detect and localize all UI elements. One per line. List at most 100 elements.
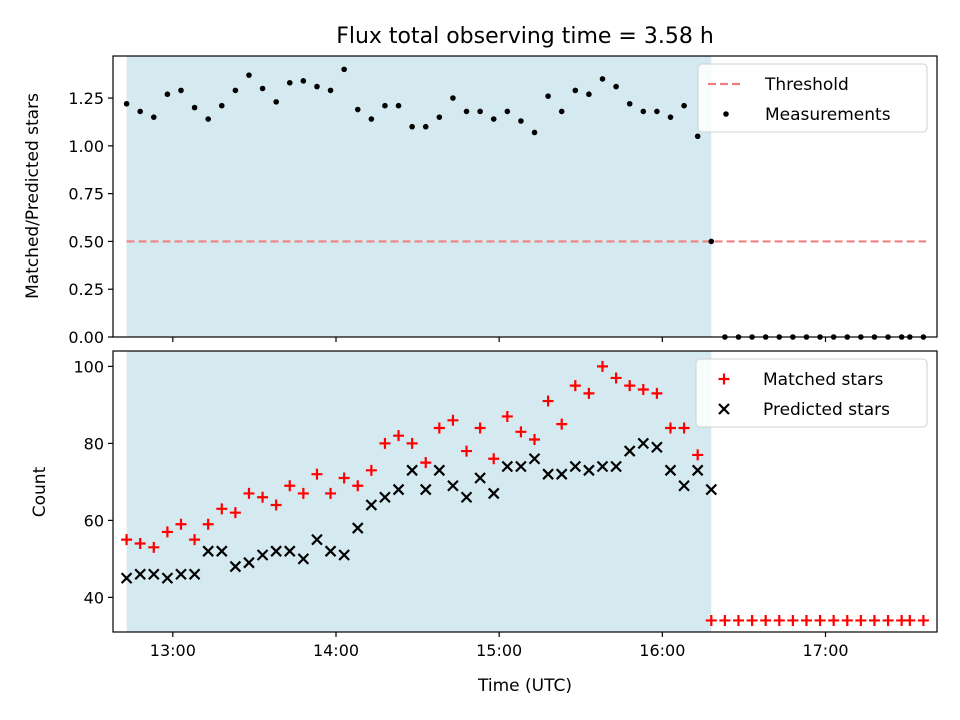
top-point-measurements <box>640 108 647 115</box>
bottom-point-matched-stars <box>800 614 812 626</box>
top-point-measurements <box>667 114 674 120</box>
bottom-point-predicted-stars <box>161 572 174 584</box>
bottom-x-tick-label: 16:00 <box>639 641 685 660</box>
bottom-point-matched-stars <box>529 434 541 446</box>
top-point-measurements <box>694 133 701 140</box>
bottom-point-matched-stars <box>760 614 772 626</box>
top-point-measurements <box>341 66 347 73</box>
top-point-measurements <box>232 87 239 94</box>
bottom-legend-swatch <box>718 373 730 385</box>
top-point-measurements <box>205 116 211 122</box>
bottom-point-predicted-stars <box>406 464 418 477</box>
bottom-point-matched-stars <box>243 487 255 499</box>
bottom-point-predicted-stars <box>134 568 146 581</box>
bottom-point-matched-stars <box>121 534 133 546</box>
bottom-point-matched-stars <box>904 614 916 626</box>
bottom-point-predicted-stars <box>297 553 310 565</box>
bottom-point-matched-stars <box>270 499 282 511</box>
bottom-point-matched-stars <box>556 418 568 430</box>
top-point-measurements <box>654 108 660 115</box>
top-legend-box <box>697 63 928 133</box>
bottom-point-predicted-stars <box>664 464 677 477</box>
bottom-point-matched-stars <box>311 468 323 480</box>
bottom-point-matched-stars <box>474 422 486 434</box>
bottom-point-matched-stars <box>134 537 146 549</box>
bottom-y-axis-label: Count <box>30 466 50 517</box>
bottom-point-predicted-stars <box>216 545 228 557</box>
bottom-point-matched-stars <box>257 491 269 503</box>
top-legend: Threshold Measurements <box>697 63 928 133</box>
top-point-measurements <box>613 83 619 90</box>
top-y-axis-label: Matched/Predicted stars <box>23 93 43 299</box>
bottom-point-matched-stars <box>447 414 459 426</box>
bottom-y-tick-label: 40 <box>84 588 104 607</box>
top-point-measurements <box>164 91 171 98</box>
bottom-point-matched-stars <box>610 372 622 384</box>
bottom-point-predicted-stars <box>351 522 364 534</box>
bottom-point-predicted-stars <box>202 545 214 557</box>
bottom-point-matched-stars <box>229 507 241 519</box>
top-point-measurements <box>531 129 538 136</box>
bottom-point-matched-stars <box>705 614 717 626</box>
bottom-point-predicted-stars <box>338 549 350 561</box>
bottom-point-predicted-stars <box>311 533 323 546</box>
bottom-point-predicted-stars <box>148 568 160 581</box>
top-point-measurements <box>708 238 715 245</box>
bottom-point-predicted-stars <box>175 568 187 581</box>
bottom-point-predicted-stars <box>637 437 650 450</box>
top-point-measurements <box>586 91 592 98</box>
top-point-measurements <box>558 108 565 115</box>
bottom-point-matched-stars <box>855 614 867 626</box>
bottom-point-matched-stars <box>515 426 527 438</box>
chart-title: Flux total observing time = 3.58 h <box>336 24 714 49</box>
bottom-point-matched-stars <box>732 614 744 626</box>
bottom-point-predicted-stars <box>596 460 609 473</box>
top-legend-label: Measurements <box>765 105 891 125</box>
bottom-point-predicted-stars <box>705 483 718 496</box>
bottom-legend-swatch <box>718 403 730 415</box>
top-point-measurements <box>450 95 456 101</box>
bottom-point-predicted-stars <box>474 472 486 484</box>
top-legend-swatch <box>723 111 729 117</box>
bottom-point-matched-stars <box>488 453 500 465</box>
bottom-point-matched-stars <box>882 614 894 626</box>
top-point-measurements <box>504 108 511 115</box>
bottom-point-predicted-stars <box>256 549 269 561</box>
bottom-point-predicted-stars <box>324 545 337 557</box>
bottom-legend: Matched stars Predicted stars <box>695 358 928 428</box>
bottom-point-predicted-stars <box>447 479 459 492</box>
top-point-measurements <box>150 114 157 120</box>
bottom-point-matched-stars <box>787 614 799 626</box>
top-point-measurements <box>354 106 361 113</box>
bottom-legend-label: Predicted stars <box>763 400 890 420</box>
bottom-point-matched-stars <box>297 487 309 499</box>
bottom-point-predicted-stars <box>487 487 500 500</box>
bottom-point-matched-stars <box>461 445 473 457</box>
bottom-point-predicted-stars <box>623 445 636 457</box>
bottom-point-predicted-stars <box>419 483 432 496</box>
top-point-measurements <box>518 118 524 124</box>
top-point-measurements <box>395 102 402 109</box>
bottom-point-predicted-stars <box>569 460 582 473</box>
bottom-point-matched-stars <box>583 387 595 399</box>
top-point-measurements <box>626 100 633 107</box>
bottom-point-matched-stars <box>814 614 826 626</box>
bottom-point-predicted-stars <box>678 479 690 492</box>
top-point-measurements <box>368 116 375 122</box>
bottom-point-matched-stars <box>175 518 187 530</box>
bottom-y-tick-label: 100 <box>73 357 104 376</box>
bottom-x-tick-label: 15:00 <box>476 641 522 660</box>
bottom-point-matched-stars <box>678 422 690 434</box>
bottom-point-matched-stars <box>692 449 704 461</box>
top-panel: 0.00 0.25 0.50 0.75 1.00 1.25 Threshold Measure… <box>68 55 938 347</box>
bottom-point-predicted-stars <box>691 464 704 477</box>
bottom-x-tick-label: 14:00 <box>313 641 359 660</box>
top-point-measurements <box>314 83 320 90</box>
top-y-tick-label: 0.75 <box>68 185 104 204</box>
bottom-point-matched-stars <box>161 526 173 538</box>
bottom-observing-span <box>126 351 712 632</box>
bottom-point-matched-stars <box>746 614 758 626</box>
bottom-point-predicted-stars <box>583 464 595 477</box>
bottom-point-predicted-stars <box>229 560 242 573</box>
